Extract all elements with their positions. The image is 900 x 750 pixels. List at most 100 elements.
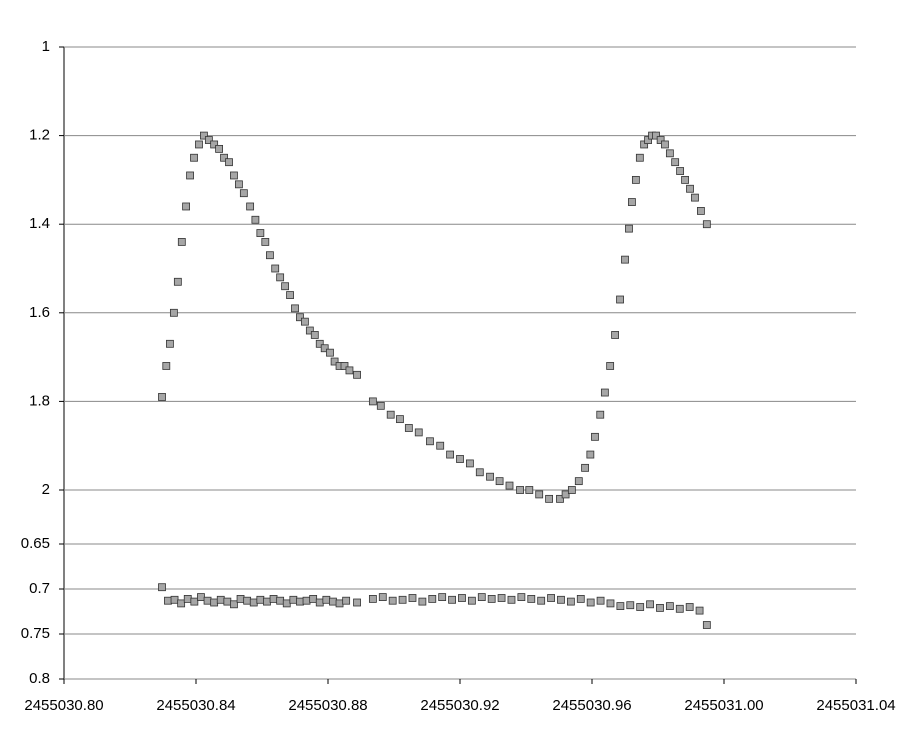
data-point <box>296 597 304 606</box>
data-point <box>671 158 680 167</box>
data-point <box>527 595 536 603</box>
data-point <box>230 171 238 180</box>
data-point <box>396 415 404 424</box>
data-point <box>300 317 309 326</box>
data-point <box>177 238 186 246</box>
data-point <box>190 153 198 162</box>
data-point <box>545 494 553 503</box>
data-point <box>173 277 182 286</box>
data-point <box>261 238 270 246</box>
data-point <box>276 596 285 605</box>
data-point <box>685 603 694 611</box>
data-point <box>236 595 245 603</box>
data-point <box>166 339 174 348</box>
data-point <box>625 224 633 233</box>
data-point <box>388 596 397 605</box>
data-point <box>296 313 304 322</box>
data-point <box>611 331 619 339</box>
data-point <box>190 597 199 606</box>
data-point <box>281 282 290 291</box>
data-point <box>661 140 669 149</box>
data-point <box>702 220 711 229</box>
data-point <box>310 331 319 339</box>
x-tick-label: 2455030.84 <box>156 697 235 714</box>
data-point <box>398 595 407 604</box>
data-point <box>195 140 203 149</box>
data-point <box>477 593 486 601</box>
y-tick-label: 2 <box>42 481 50 498</box>
data-point <box>215 144 224 153</box>
data-point <box>497 594 506 602</box>
x-tick-label: 2455031.00 <box>684 697 763 714</box>
data-point <box>576 595 585 603</box>
data-point <box>183 595 192 603</box>
data-point <box>414 428 423 437</box>
data-point <box>547 594 555 602</box>
data-point <box>291 304 299 313</box>
data-point <box>675 604 684 613</box>
data-point <box>537 596 546 605</box>
y-tick-label: 0.7 <box>29 580 50 597</box>
data-point <box>596 596 605 605</box>
data-point <box>197 593 205 601</box>
data-point <box>182 202 191 211</box>
y-tick-label: 1.4 <box>29 215 50 232</box>
data-point <box>621 255 629 264</box>
data-point <box>695 606 704 615</box>
data-point <box>251 215 260 224</box>
data-point <box>686 184 694 193</box>
data-point <box>203 596 212 605</box>
data-point <box>220 153 228 162</box>
data-point <box>486 472 494 481</box>
data-point <box>665 149 674 158</box>
data-point <box>340 362 349 370</box>
data-point <box>164 596 172 605</box>
data-point <box>315 339 324 348</box>
data-point <box>446 450 455 459</box>
data-point <box>378 593 387 601</box>
data-point <box>681 175 689 184</box>
data-point <box>465 459 474 468</box>
data-point <box>606 362 615 370</box>
y-tick-label: 0.8 <box>29 670 50 687</box>
data-point <box>315 598 324 607</box>
data-point <box>487 595 496 603</box>
data-point <box>225 158 233 167</box>
data-point <box>335 599 344 608</box>
data-point <box>368 595 377 603</box>
data-point <box>428 595 437 603</box>
data-point <box>271 264 280 273</box>
data-point <box>507 595 516 604</box>
data-point <box>353 598 361 607</box>
x-tick-label: 2455030.88 <box>288 697 367 714</box>
data-point <box>418 597 427 606</box>
y-tick-label: 1.2 <box>29 127 50 144</box>
data-point <box>626 601 635 610</box>
data-point <box>216 595 225 604</box>
data-point <box>691 193 699 202</box>
y-tick-label: 1 <box>42 38 50 55</box>
data-point <box>606 599 615 608</box>
data-point <box>186 171 194 180</box>
data-point <box>600 388 609 397</box>
data-point <box>302 596 311 605</box>
x-tick-label: 2455030.80 <box>24 697 103 714</box>
data-point <box>557 595 565 604</box>
data-point <box>567 486 576 494</box>
data-point <box>574 477 583 486</box>
data-point <box>230 600 238 609</box>
data-point <box>586 598 595 607</box>
data-point <box>256 229 265 237</box>
data-point <box>495 477 504 486</box>
data-point <box>646 600 654 609</box>
data-point <box>342 596 351 605</box>
data-point <box>640 140 649 149</box>
data-point <box>628 198 636 206</box>
data-point <box>210 598 219 607</box>
data-point <box>426 437 434 446</box>
data-point <box>282 599 291 608</box>
data-point <box>665 602 674 610</box>
data-point <box>305 326 314 335</box>
